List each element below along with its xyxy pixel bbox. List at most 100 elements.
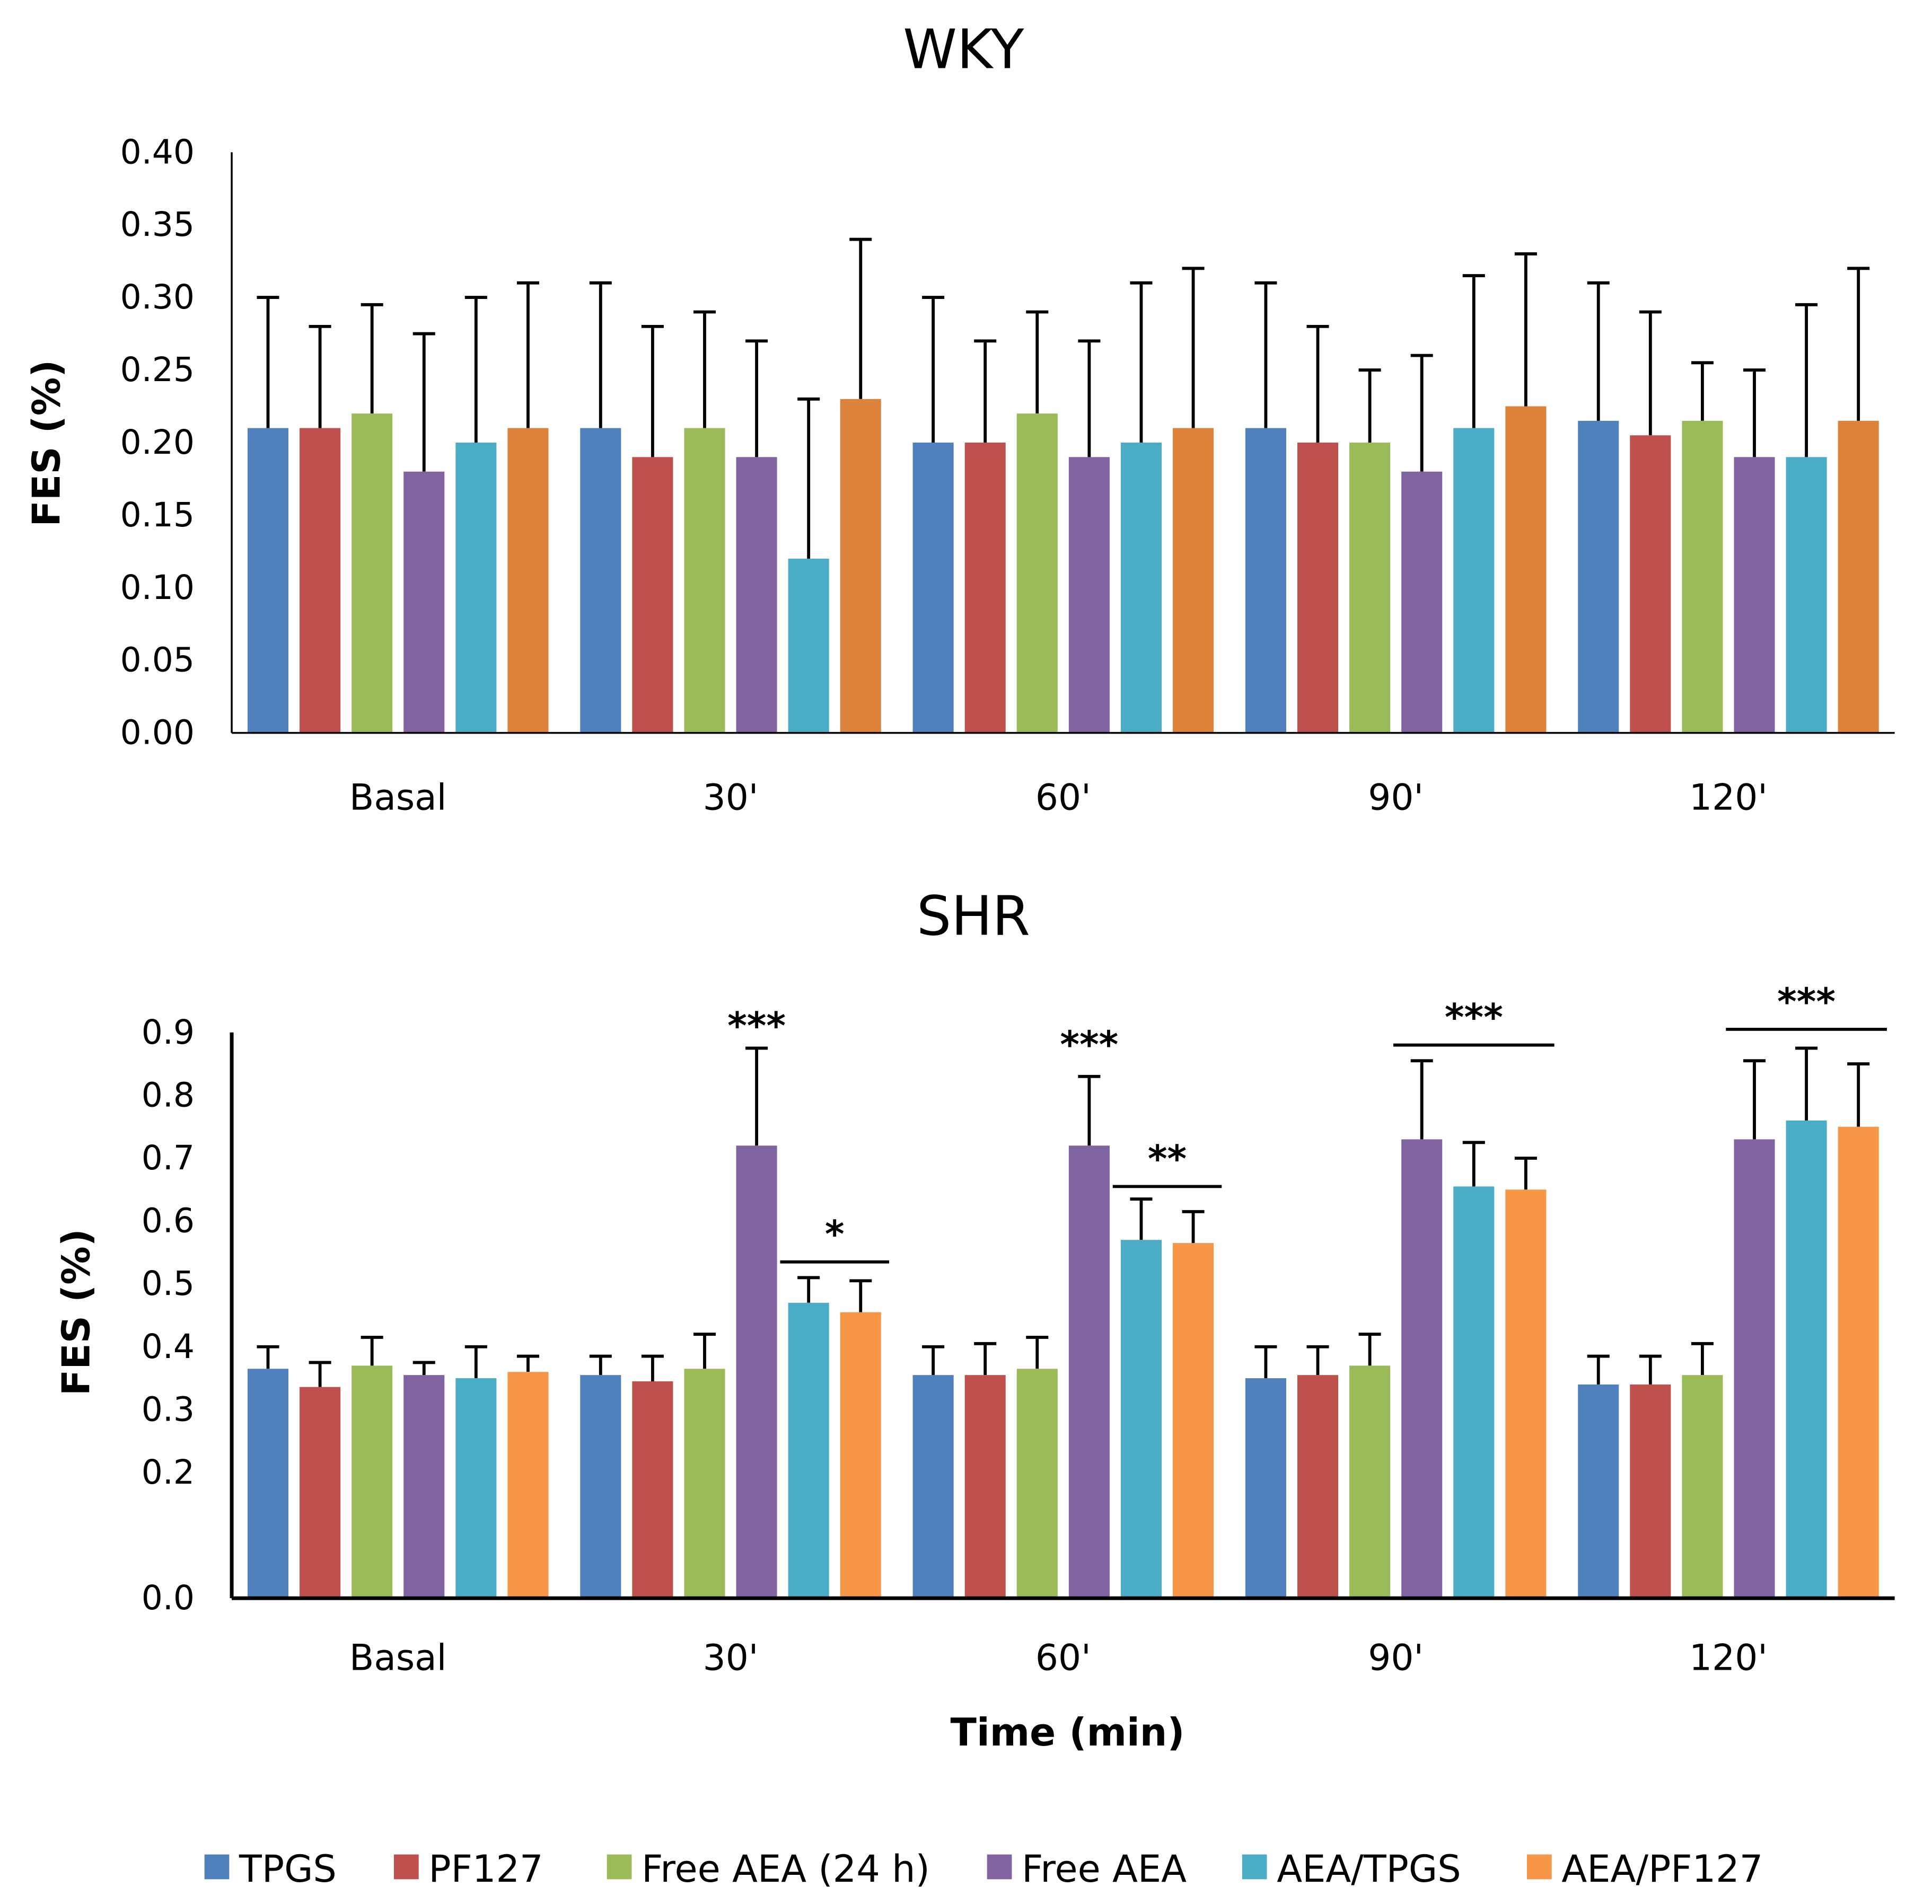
wky-bar (1630, 435, 1671, 733)
shr-bar (788, 1302, 829, 1599)
wky-bar (1453, 428, 1495, 733)
wky-chart-title: WKY (903, 18, 1024, 81)
shr-y-tick-label: 0.7 (142, 1138, 195, 1177)
shr-bar (455, 1378, 497, 1599)
shr-significance-label: *** (1445, 996, 1503, 1039)
wky-bar (632, 457, 673, 733)
legend-swatch (987, 1854, 1012, 1880)
wky-x-tick-label: 120' (1689, 776, 1768, 818)
wky-x-tick-label: 60' (1035, 776, 1091, 818)
wky-bar (300, 428, 341, 733)
shr-x-tick-label: 90' (1368, 1637, 1424, 1679)
shr-y-tick-label: 0.9 (142, 1012, 195, 1052)
shr-significance-label: * (825, 1213, 845, 1256)
shr-plot: 0.0 0.2 0.3 0.4 0.5 0.6 0.7 0.8 0.9 Basal 30' 60' 90… (142, 980, 1895, 1679)
shr-bar (1578, 1384, 1619, 1599)
shr-bar (1838, 1126, 1879, 1599)
wky-bar (1734, 457, 1775, 733)
wky-bar (912, 442, 954, 733)
shr-bar (1453, 1186, 1495, 1599)
wky-plot: 0.00 0.05 0.10 0.15 0.20 0.25 0.30 0.35 0.40 Basa… (120, 132, 1895, 818)
wky-bar (840, 399, 881, 733)
wky-bar (1297, 442, 1339, 733)
shr-y-tick-label: 0.2 (142, 1452, 195, 1492)
wky-bar (403, 471, 445, 733)
shr-chart-title: SHR (917, 885, 1030, 948)
shr-y-tick-label: 0.5 (142, 1264, 195, 1303)
shr-bar (632, 1381, 673, 1599)
shr-x-tick-label: 60' (1035, 1637, 1091, 1679)
wky-bar (1016, 413, 1058, 733)
wky-bar (788, 559, 829, 733)
shr-bar (1120, 1240, 1162, 1599)
shr-x-tick-label: 120' (1689, 1637, 1768, 1679)
wky-bar (247, 428, 289, 733)
shr-bar (684, 1369, 725, 1599)
shr-bar (912, 1375, 954, 1599)
legend-label: Free AEA (1022, 1847, 1187, 1891)
wky-bar (1068, 457, 1110, 733)
legend-label: PF127 (428, 1847, 543, 1891)
wky-y-tick-label: 0.10 (120, 568, 195, 607)
wky-y-tick-label: 0.30 (120, 277, 195, 316)
legend-swatch (204, 1854, 230, 1880)
wky-y-tick-label: 0.00 (120, 713, 195, 752)
shr-x-tick-label: Basal (349, 1637, 447, 1679)
wky-bar (1505, 406, 1547, 733)
shr-bar (1068, 1145, 1110, 1599)
shr-significance-label: *** (1777, 980, 1836, 1024)
shr-bar (1401, 1139, 1443, 1599)
shr-y-axis-label: FES (%) (54, 1229, 99, 1396)
wky-bar (1173, 428, 1214, 733)
legend-swatch (1242, 1854, 1267, 1880)
wky-bar (684, 428, 725, 733)
wky-bar (1578, 420, 1619, 733)
wky-bar (1245, 428, 1286, 733)
legend-label: AEA/TPGS (1277, 1847, 1461, 1891)
shr-bar (1505, 1189, 1547, 1599)
shr-bar (1349, 1365, 1391, 1599)
wky-y-tick-label: 0.40 (120, 132, 195, 171)
wky-y-tick-label: 0.35 (120, 205, 195, 244)
legend-swatch (393, 1854, 419, 1880)
shr-y-tick-label: 0.3 (142, 1389, 195, 1429)
shr-bar (840, 1312, 881, 1599)
shr-bar (352, 1365, 393, 1599)
wky-bar (1120, 442, 1162, 733)
shr-x-tick-label: 30' (703, 1637, 759, 1679)
wky-bar (736, 457, 777, 733)
shr-bar (580, 1375, 621, 1599)
wky-bar (507, 428, 549, 733)
wky-y-tick-label: 0.25 (120, 350, 195, 389)
wky-bar (352, 413, 393, 733)
wky-bar (964, 442, 1006, 733)
wky-y-tick-label: 0.05 (120, 640, 195, 680)
wky-y-tick-label: 0.15 (120, 495, 195, 534)
shr-bar (403, 1375, 445, 1599)
shr-significance-label: *** (1060, 1023, 1118, 1066)
shr-bar (1297, 1375, 1339, 1599)
legend: TPGS PF127 Free AEA (24 h) Free AEA AEA/TPGS… (204, 1847, 1763, 1891)
legend-label: AEA/PF127 (1561, 1847, 1763, 1891)
legend-swatch (1526, 1854, 1552, 1880)
wky-bar (1349, 442, 1391, 733)
shr-bar (507, 1372, 549, 1599)
legend-label: TPGS (239, 1847, 337, 1891)
shr-y-tick-label: 0.8 (142, 1075, 195, 1114)
wky-bar (1786, 457, 1827, 733)
shr-bar (1682, 1375, 1723, 1599)
wky-x-tick-label: 90' (1368, 776, 1424, 818)
shr-bar (964, 1375, 1006, 1599)
shr-bar (300, 1387, 341, 1599)
shr-y-tick-label: 0.4 (142, 1327, 195, 1366)
wky-bar (580, 428, 621, 733)
shr-x-axis-label: Time (min) (951, 1711, 1185, 1755)
wky-x-tick-label: 30' (703, 776, 759, 818)
shr-bar (1245, 1378, 1286, 1599)
wky-y-tick-label: 0.20 (120, 422, 195, 462)
shr-bar (1173, 1243, 1214, 1599)
wky-bar (1682, 420, 1723, 733)
shr-significance-label: *** (727, 1004, 786, 1048)
wky-bar (1838, 420, 1879, 733)
